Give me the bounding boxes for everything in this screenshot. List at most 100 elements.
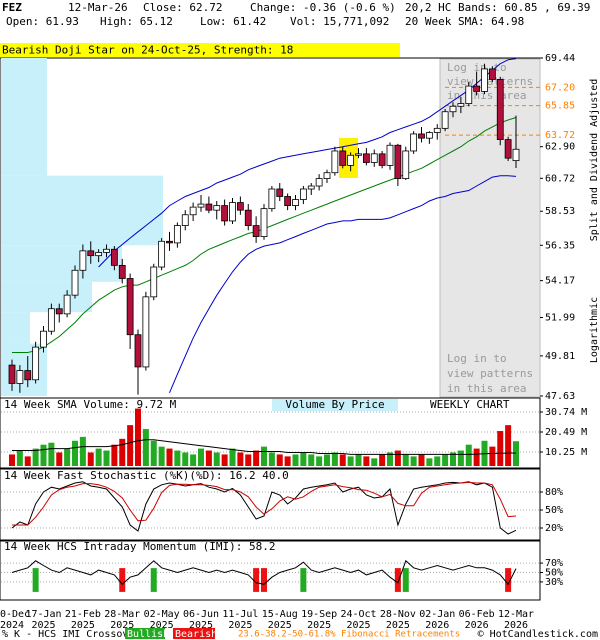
x-tick-label: 2026 — [465, 620, 489, 631]
candle-body — [386, 144, 394, 166]
candle-body — [481, 68, 488, 92]
x-tick-label: 2025 — [110, 620, 134, 631]
x-tick-label: 2026 — [504, 620, 528, 631]
candle-body — [103, 248, 110, 253]
volume-bar — [158, 446, 165, 466]
volume-bar — [450, 452, 456, 466]
volume-bar — [205, 450, 212, 466]
x-tick-label: 15-Aug — [262, 609, 298, 620]
y-tick-label: 80% — [545, 487, 563, 498]
fib-label: 65.85 — [545, 101, 575, 112]
x-tick-label: 02-Jan — [419, 609, 455, 620]
copyright: © HotCandlestick.com — [478, 629, 598, 640]
x-tick-label: 2025 — [386, 620, 410, 631]
banner-bg — [0, 43, 400, 57]
x-tick-label: 2024 — [0, 620, 24, 631]
momentum-bar — [300, 568, 307, 592]
candle-body — [418, 133, 425, 139]
candle-body — [441, 111, 449, 129]
candle-body — [339, 150, 347, 166]
y-tick-label: 51.99 — [545, 312, 575, 323]
candle-body — [473, 85, 481, 92]
candle-body — [189, 206, 197, 216]
candle-body — [158, 240, 166, 268]
candle-body — [79, 250, 87, 271]
candle-body — [181, 214, 189, 227]
candle-body — [40, 330, 47, 348]
volume-bar — [363, 456, 370, 466]
volume-bar — [79, 436, 86, 466]
x-tick-label: 17-Jan — [25, 609, 61, 620]
candle-body — [433, 127, 441, 133]
series-line — [98, 58, 517, 268]
x-tick-label: 28-Mar — [104, 609, 140, 620]
footer-fib: 23.6-38.2-50-61.8% Fibonacci Retracement… — [238, 630, 460, 640]
candle-body — [362, 153, 370, 163]
candle-body — [16, 370, 24, 384]
candle-body — [252, 225, 260, 237]
panel-title: 14 Week SMA Volume: 9.72 M — [4, 398, 177, 411]
volume-bar — [253, 450, 260, 466]
volume-bar — [387, 452, 393, 466]
bullish-bg — [125, 628, 165, 639]
x-tick-label: 2025 — [346, 620, 370, 631]
momentum-bar — [253, 568, 260, 592]
y-tick-label: 49.81 — [545, 351, 575, 362]
candle-body — [32, 346, 40, 381]
y-tick-label: 50% — [545, 568, 563, 579]
volume-bar — [213, 452, 220, 466]
volume-bar — [268, 452, 275, 466]
candle-body — [268, 188, 276, 210]
candle-body — [307, 185, 315, 190]
legend-entry: 20,2 HC Bands: 60.85 , 69.39 — [405, 1, 590, 14]
x-tick-label: 24-Oct — [340, 609, 376, 620]
change: Change: -0.36 (-0.6 %) — [250, 1, 396, 14]
candle-body — [402, 150, 410, 180]
volume-bar — [371, 458, 378, 466]
volume-by-price-bar — [1, 312, 30, 344]
date: 12-Mar-26 — [68, 1, 128, 14]
login-note: view patterns — [447, 367, 533, 380]
y-tick-label: 60.72 — [545, 173, 575, 184]
login-area — [439, 58, 541, 398]
volume-bar — [24, 456, 31, 466]
panel-title: 14 Week HCS Intraday Momentum (IMI): 58.… — [4, 540, 276, 553]
legend-entry: 20 Week SMA: 64.98 — [405, 15, 524, 28]
volume: Vol: 15,771,092 — [290, 15, 389, 28]
momentum-bar — [32, 568, 39, 592]
momentum-bar — [505, 568, 512, 592]
x-tick-label: 2025 — [228, 620, 252, 631]
momentum-panel — [0, 540, 541, 601]
footer-crossover: % K - HCS IMI Crossover, — [2, 629, 147, 640]
candle-body — [166, 240, 173, 244]
candle-body — [457, 103, 465, 107]
candle-body — [87, 250, 95, 257]
x-tick-label: 11-Jul — [222, 609, 258, 620]
series-line — [169, 175, 517, 393]
candle-body — [47, 308, 55, 332]
volume-bar — [72, 440, 78, 466]
candle-body — [244, 209, 252, 227]
volume-bar — [316, 456, 323, 466]
candle-body — [276, 188, 284, 197]
volume-bar — [300, 452, 307, 466]
x-tick-label: 06-Feb — [459, 609, 495, 620]
volume-by-price-bar — [1, 343, 47, 396]
volume-bar — [276, 454, 283, 466]
volume-bar — [410, 456, 417, 466]
candle-body — [236, 202, 244, 211]
candle-body — [284, 196, 292, 206]
candle-body — [126, 278, 134, 336]
x-tick-label: 2025 — [189, 620, 213, 631]
series-line — [11, 481, 517, 535]
y-tick-label: 20% — [545, 523, 563, 534]
volume-bar — [331, 452, 338, 466]
y-tick-label: 50% — [545, 505, 563, 516]
momentum-bar — [402, 568, 409, 592]
series-line — [12, 439, 517, 455]
volume-bar — [497, 431, 504, 466]
volume-bar — [229, 448, 236, 466]
volume-by-price-bar — [1, 58, 47, 176]
candle-body — [71, 269, 79, 296]
